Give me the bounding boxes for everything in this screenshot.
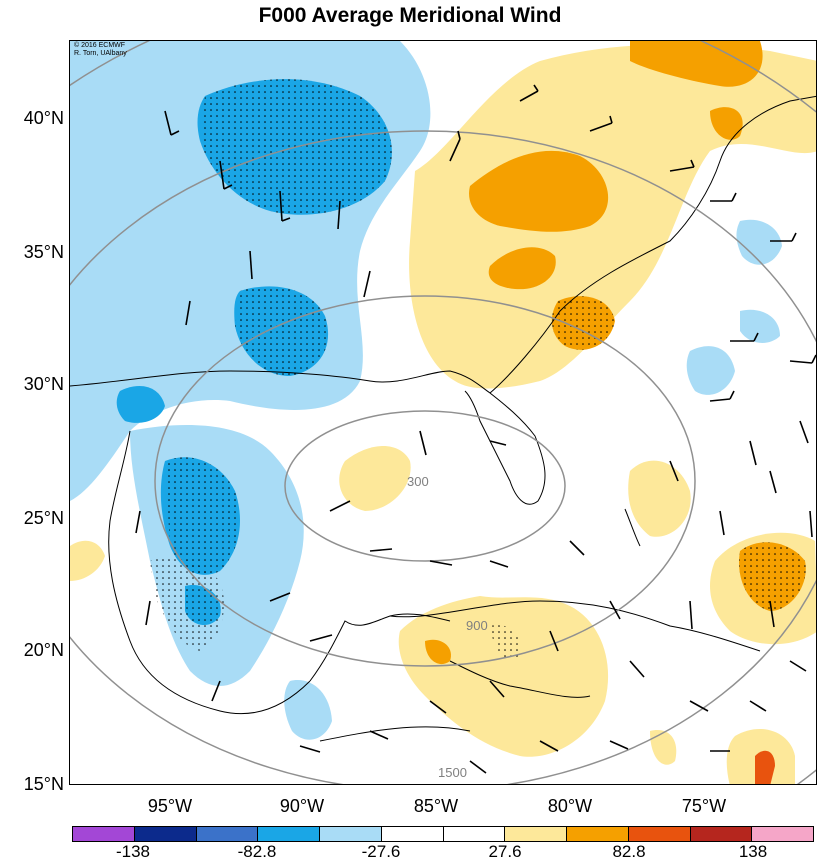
colorbar-segment <box>567 827 629 841</box>
lat-label: 25°N <box>23 508 64 528</box>
colorbar <box>72 826 814 842</box>
lat-label: 30°N <box>23 374 64 394</box>
colorbar-tick: -82.8 <box>237 842 277 861</box>
map-title: F000 Average Meridional Wind <box>258 4 562 27</box>
map-panel[interactable] <box>69 40 817 785</box>
lon-label: 95°W <box>147 796 193 816</box>
colorbar-segment <box>134 827 197 841</box>
lat-label: 20°N <box>23 640 64 660</box>
colorbar-tick: -138 <box>115 842 151 861</box>
lon-label: 75°W <box>681 796 727 816</box>
contour-label: 300 <box>407 474 429 489</box>
contour-label: 1500 <box>438 765 467 780</box>
colorbar-segment <box>320 827 382 841</box>
lon-label: 80°W <box>547 796 593 816</box>
contour-label: 900 <box>466 618 488 633</box>
colorbar-tick: -27.6 <box>361 842 401 861</box>
wind-barbs <box>135 84 816 774</box>
credit-line: R. Torn, UAlbany <box>74 50 127 57</box>
stippled-regions <box>150 79 806 661</box>
colorbar-segment <box>628 827 691 841</box>
colorbar-segment <box>752 827 813 841</box>
colorbar-segment <box>443 827 506 841</box>
colorbar-tick: 82.8 <box>612 842 646 861</box>
colorbar-segment <box>505 827 567 841</box>
credit-block: © 2016 ECMWF R. Torn, UAlbany <box>74 42 127 58</box>
lat-label: 15°N <box>23 774 64 794</box>
colorbar-segment <box>73 827 135 841</box>
geopotential-contours <box>70 41 816 784</box>
credit-line: © 2016 ECMWF <box>74 42 126 49</box>
colorbar-tick: 27.6 <box>488 842 522 861</box>
lat-label: 35°N <box>23 242 64 262</box>
coastlines <box>70 95 816 742</box>
colorbar-segment <box>690 827 753 841</box>
lat-label: 40°N <box>23 108 64 128</box>
colorbar-segment <box>258 827 320 841</box>
lon-label: 85°W <box>413 796 459 816</box>
colorbar-segment <box>196 827 259 841</box>
colorbar-tick: 138 <box>738 842 768 861</box>
meridional-wind-map <box>70 41 816 784</box>
lon-label: 90°W <box>279 796 325 816</box>
colorbar-segment <box>381 827 444 841</box>
